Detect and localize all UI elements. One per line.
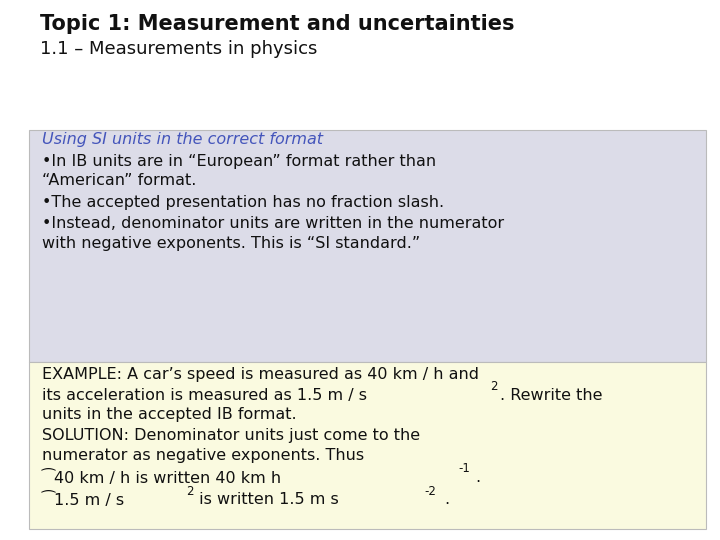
Text: units in the accepted IB format.: units in the accepted IB format.: [42, 407, 297, 422]
Text: 1.1 – Measurements in physics: 1.1 – Measurements in physics: [40, 40, 317, 58]
Text: 2: 2: [490, 380, 498, 393]
Text: is written 1.5 m s: is written 1.5 m s: [194, 492, 339, 508]
Text: .: .: [444, 492, 449, 508]
Text: ⁀1.5 m / s: ⁀1.5 m / s: [42, 492, 125, 509]
Text: Topic 1: Measurement and uncertainties: Topic 1: Measurement and uncertainties: [40, 14, 514, 33]
Text: •In IB units are in “European” format rather than: •In IB units are in “European” format ra…: [42, 154, 436, 169]
Text: ⁀40 km / h is written 40 km h: ⁀40 km / h is written 40 km h: [42, 470, 282, 486]
Text: -2: -2: [425, 485, 436, 498]
Text: with negative exponents. This is “SI standard.”: with negative exponents. This is “SI sta…: [42, 236, 420, 251]
FancyBboxPatch shape: [29, 362, 706, 529]
Text: .: .: [475, 470, 480, 485]
Text: SOLUTION: Denominator units just come to the: SOLUTION: Denominator units just come to…: [42, 428, 420, 443]
Text: 2: 2: [186, 485, 193, 498]
Text: •Instead, denominator units are written in the numerator: •Instead, denominator units are written …: [42, 216, 504, 231]
Text: -1: -1: [458, 462, 469, 475]
Text: EXAMPLE: A car’s speed is measured as 40 km / h and: EXAMPLE: A car’s speed is measured as 40…: [42, 367, 479, 382]
FancyBboxPatch shape: [29, 130, 706, 362]
Text: “American” format.: “American” format.: [42, 173, 196, 188]
Text: numerator as negative exponents. Thus: numerator as negative exponents. Thus: [42, 448, 364, 463]
Text: its acceleration is measured as 1.5 m / s: its acceleration is measured as 1.5 m / …: [42, 388, 366, 403]
Text: •The accepted presentation has no fraction slash.: •The accepted presentation has no fracti…: [42, 195, 444, 211]
Text: . Rewrite the: . Rewrite the: [500, 388, 603, 403]
Text: Using SI units in the correct format: Using SI units in the correct format: [42, 132, 323, 147]
